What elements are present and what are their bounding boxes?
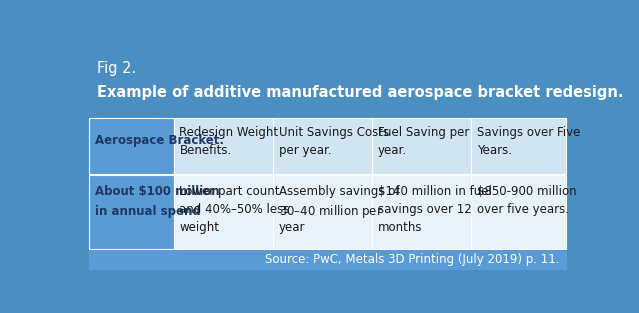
Text: Benefits.: Benefits. [180, 144, 232, 157]
Bar [373, 175, 472, 249]
Text: over five years.: over five years. [477, 203, 569, 216]
Text: Source: PwC, Metals 3D Printing (July 2019) p. 11.: Source: PwC, Metals 3D Printing (July 20… [265, 253, 560, 266]
Text: Unit Savings Costs: Unit Savings Costs [279, 126, 389, 139]
Text: About $100 million: About $100 million [95, 185, 219, 198]
Text: Example of additive manufactured aerospace bracket redesign.: Example of additive manufactured aerospa… [97, 85, 624, 100]
Bar [273, 175, 373, 249]
Bar [373, 118, 472, 174]
Bar [472, 118, 566, 174]
Text: Lower part count: Lower part count [180, 185, 280, 198]
Text: $140 million in fuel: $140 million in fuel [378, 185, 491, 198]
Text: Years.: Years. [477, 144, 512, 157]
Text: in annual spend: in annual spend [95, 205, 201, 218]
Text: Redesign Weight: Redesign Weight [180, 126, 279, 139]
Text: Fuel Saving per: Fuel Saving per [378, 126, 469, 139]
Text: Savings over Five: Savings over Five [477, 126, 580, 139]
Bar [174, 175, 273, 249]
Bar [89, 175, 174, 249]
Text: months: months [378, 221, 422, 234]
Text: Fig 2.: Fig 2. [97, 61, 136, 76]
Text: per year.: per year. [279, 144, 331, 157]
Bar [273, 118, 373, 174]
Text: weight: weight [180, 221, 219, 234]
Text: Aerospace Bracket.: Aerospace Bracket. [95, 134, 224, 147]
Bar [89, 250, 566, 269]
Bar [89, 118, 174, 174]
Text: year: year [279, 221, 305, 234]
Bar [472, 175, 566, 249]
Text: year.: year. [378, 144, 407, 157]
Text: $30–$40 million per: $30–$40 million per [279, 203, 383, 220]
Text: and 40%–50% less: and 40%–50% less [180, 203, 290, 216]
Bar [89, 55, 566, 117]
Text: Assembly savings of: Assembly savings of [279, 185, 399, 198]
Text: savings over 12: savings over 12 [378, 203, 472, 216]
Text: $850-900 million: $850-900 million [477, 185, 576, 198]
Bar [174, 118, 273, 174]
